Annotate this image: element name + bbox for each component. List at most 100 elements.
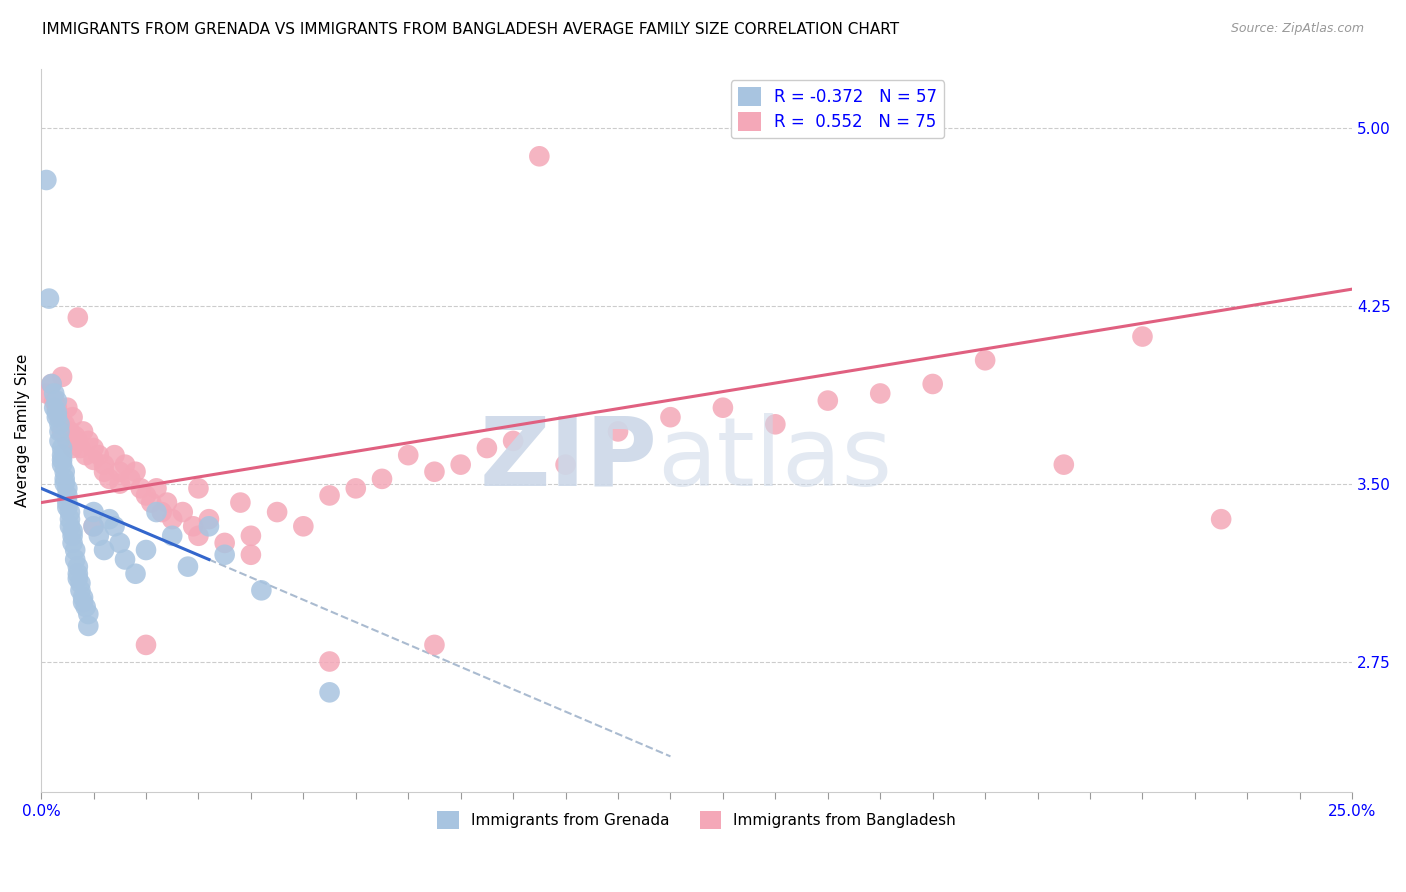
Point	[56, 500, 79, 515]
Point	[62, 524, 84, 538]
Point	[83, 441, 105, 455]
Point	[172, 505, 194, 519]
Point	[35, 386, 58, 401]
Point	[51, 448, 73, 462]
Point	[318, 488, 340, 502]
Point	[62, 441, 84, 455]
Point	[62, 529, 84, 543]
Point	[108, 476, 131, 491]
Point	[38, 292, 60, 306]
Point	[69, 576, 91, 591]
Point	[114, 458, 136, 472]
Point	[66, 310, 89, 325]
Point	[51, 441, 73, 455]
Point	[214, 536, 236, 550]
Point	[48, 425, 70, 439]
Point	[51, 425, 73, 439]
Point	[160, 529, 183, 543]
Point	[229, 495, 252, 509]
Point	[318, 655, 340, 669]
Point	[124, 566, 146, 581]
Point	[423, 638, 446, 652]
Point	[98, 472, 121, 486]
Point	[62, 410, 84, 425]
Point	[160, 512, 183, 526]
Point	[371, 472, 394, 486]
Point	[396, 448, 419, 462]
Point	[145, 505, 167, 519]
Point	[69, 583, 91, 598]
Point	[1053, 458, 1076, 472]
Point	[56, 481, 79, 495]
Point	[56, 401, 79, 415]
Point	[59, 425, 82, 439]
Point	[56, 488, 79, 502]
Point	[45, 393, 67, 408]
Point	[423, 465, 446, 479]
Point	[529, 149, 551, 163]
Point	[135, 638, 157, 652]
Point	[53, 476, 76, 491]
Point	[35, 173, 58, 187]
Point	[62, 536, 84, 550]
Point	[198, 519, 221, 533]
Point	[41, 376, 63, 391]
Point	[103, 519, 125, 533]
Point	[93, 458, 115, 472]
Point	[44, 401, 66, 415]
Point	[156, 495, 179, 509]
Point	[44, 386, 66, 401]
Point	[1132, 329, 1154, 343]
Point	[75, 448, 97, 462]
Point	[59, 512, 82, 526]
Point	[292, 519, 315, 533]
Point	[114, 552, 136, 566]
Point	[75, 599, 97, 614]
Point	[93, 543, 115, 558]
Point	[763, 417, 786, 432]
Point	[135, 488, 157, 502]
Point	[59, 519, 82, 533]
Point	[51, 458, 73, 472]
Point	[77, 607, 100, 621]
Point	[239, 548, 262, 562]
Legend: Immigrants from Grenada, Immigrants from Bangladesh: Immigrants from Grenada, Immigrants from…	[432, 805, 962, 835]
Point	[48, 410, 70, 425]
Point	[48, 417, 70, 432]
Point	[266, 505, 288, 519]
Point	[239, 529, 262, 543]
Point	[108, 465, 131, 479]
Point	[98, 512, 121, 526]
Point	[44, 393, 66, 408]
Point	[48, 434, 70, 448]
Text: ZIP: ZIP	[479, 413, 658, 506]
Point	[344, 481, 367, 495]
Point	[87, 448, 110, 462]
Point	[63, 429, 86, 443]
Point	[554, 458, 576, 472]
Point	[145, 481, 167, 495]
Point	[659, 410, 682, 425]
Point	[66, 434, 89, 448]
Point	[187, 529, 209, 543]
Point	[72, 595, 94, 609]
Point	[177, 559, 200, 574]
Point	[51, 453, 73, 467]
Point	[135, 543, 157, 558]
Point	[607, 425, 630, 439]
Point	[45, 405, 67, 419]
Point	[69, 441, 91, 455]
Point	[129, 481, 152, 495]
Point	[63, 552, 86, 566]
Point	[77, 619, 100, 633]
Point	[45, 410, 67, 425]
Point	[45, 401, 67, 415]
Point	[318, 685, 340, 699]
Y-axis label: Average Family Size: Average Family Size	[15, 353, 30, 507]
Point	[72, 591, 94, 605]
Point	[83, 505, 105, 519]
Point	[66, 572, 89, 586]
Point	[53, 465, 76, 479]
Point	[83, 453, 105, 467]
Point	[83, 519, 105, 533]
